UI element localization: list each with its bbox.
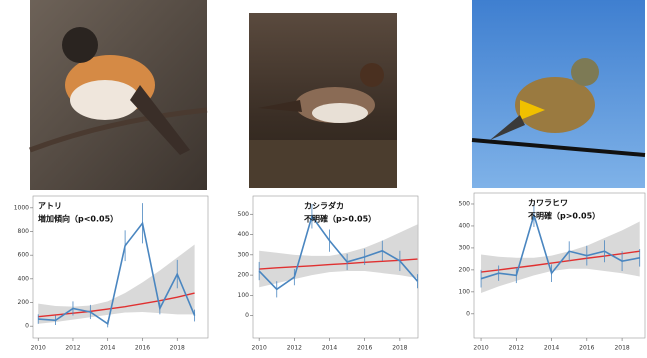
x-tick-label: 2010 xyxy=(252,345,267,352)
x-tick-label: 2016 xyxy=(357,345,372,352)
y-tick-label: 500 xyxy=(238,211,250,218)
x-tick-label: 2016 xyxy=(135,345,150,352)
x-tick-label: 2016 xyxy=(579,345,594,352)
y-tick-label: 400 xyxy=(459,222,471,229)
figure: 0200400600800100020102012201420162018アトリ… xyxy=(0,0,647,358)
photo-oriental-greenfinch xyxy=(472,0,645,188)
photo-brambling xyxy=(30,0,207,190)
chart-title: アトリ xyxy=(38,202,62,211)
y-tick-label: 300 xyxy=(238,251,250,258)
y-tick-label: 800 xyxy=(18,228,30,235)
x-tick-label: 2010 xyxy=(473,345,488,352)
x-tick-label: 2014 xyxy=(544,345,559,352)
x-tick-label: 2018 xyxy=(170,345,185,352)
chart-subtitle: 不明確（p>0.05） xyxy=(528,211,600,221)
chart-title: カシラダカ xyxy=(304,201,344,211)
x-tick-label: 2012 xyxy=(287,345,302,352)
y-tick-label: 200 xyxy=(459,266,471,273)
x-tick-label: 2012 xyxy=(65,345,80,352)
x-tick-label: 2014 xyxy=(322,345,337,352)
y-tick-label: 100 xyxy=(238,292,250,299)
chart-title: カワラヒワ xyxy=(528,199,568,208)
x-tick-label: 2010 xyxy=(31,345,46,352)
y-tick-label: 0 xyxy=(245,312,249,319)
x-tick-label: 2012 xyxy=(509,345,524,352)
y-tick-label: 600 xyxy=(18,252,30,259)
x-tick-label: 2014 xyxy=(100,345,115,352)
y-tick-label: 400 xyxy=(18,275,30,282)
y-tick-label: 0 xyxy=(466,310,470,317)
y-tick-label: 200 xyxy=(238,272,250,279)
x-tick-label: 2018 xyxy=(392,345,407,352)
y-tick-label: 1000 xyxy=(14,204,29,211)
y-tick-label: 200 xyxy=(18,299,30,306)
photo-rustic-bunting xyxy=(249,13,397,188)
y-tick-label: 400 xyxy=(238,231,250,238)
y-tick-label: 500 xyxy=(459,200,471,207)
chart-subtitle: 増加傾向（p<0.05） xyxy=(38,214,118,224)
x-tick-label: 2018 xyxy=(614,345,629,352)
y-tick-label: 300 xyxy=(459,244,471,251)
y-tick-label: 100 xyxy=(459,288,471,295)
chart-subtitle: 不明確（p>0.05） xyxy=(304,214,376,224)
page: {"chart_data":[ {"type":"line","title":"… xyxy=(0,0,647,358)
y-tick-label: 0 xyxy=(25,323,29,330)
